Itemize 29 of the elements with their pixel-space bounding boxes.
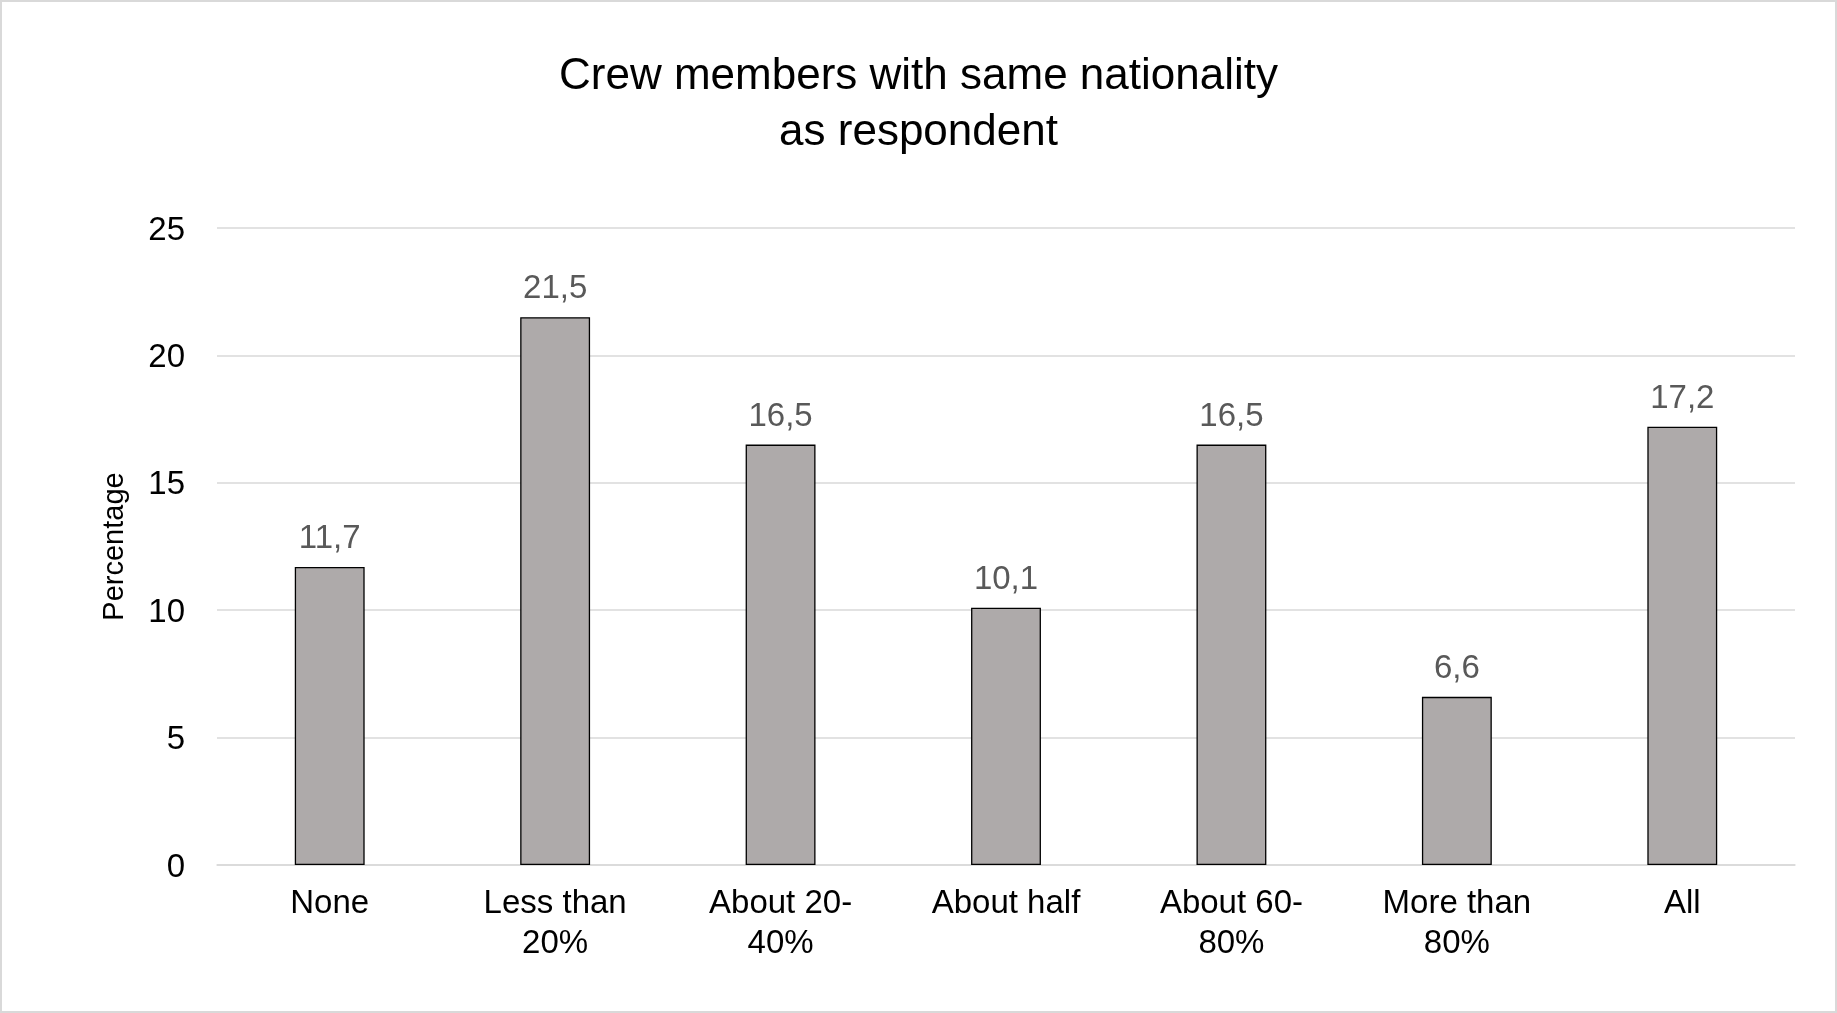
y-axis-title: Percentage — [96, 472, 129, 621]
data-label: 17,2 — [1650, 377, 1715, 415]
y-tick-label: 5 — [166, 719, 185, 757]
bar — [971, 607, 1041, 865]
x-tick-label: None — [290, 882, 370, 920]
data-label: 6,6 — [1433, 647, 1480, 685]
y-tick-label: 0 — [166, 846, 185, 884]
x-tick-label: More than 80% — [1382, 882, 1532, 960]
data-label: 16,5 — [1199, 395, 1264, 433]
x-tick-label: About half — [931, 882, 1082, 920]
bar — [745, 444, 816, 865]
chart-title: Crew members with same nationality as respondent — [559, 48, 1278, 154]
bar — [1421, 696, 1492, 865]
x-tick-label: About 20-40% — [709, 882, 853, 960]
bar — [520, 317, 591, 865]
data-label: 21,5 — [523, 268, 588, 306]
bar — [294, 566, 365, 865]
data-label: 10,1 — [973, 558, 1039, 596]
data-label: 11,7 — [298, 517, 361, 555]
x-tick-label: All — [1663, 882, 1701, 920]
bar — [1647, 426, 1718, 865]
data-label: 16,5 — [748, 395, 813, 433]
x-tick-label: About 60-80% — [1159, 882, 1303, 960]
bar — [1196, 444, 1267, 865]
y-tick-label: 15 — [148, 464, 185, 502]
y-tick-label: 20 — [148, 336, 185, 374]
y-tick-label: 25 — [148, 209, 185, 247]
y-tick-label: 10 — [148, 591, 185, 629]
x-tick-label: Less than 20% — [483, 882, 627, 960]
